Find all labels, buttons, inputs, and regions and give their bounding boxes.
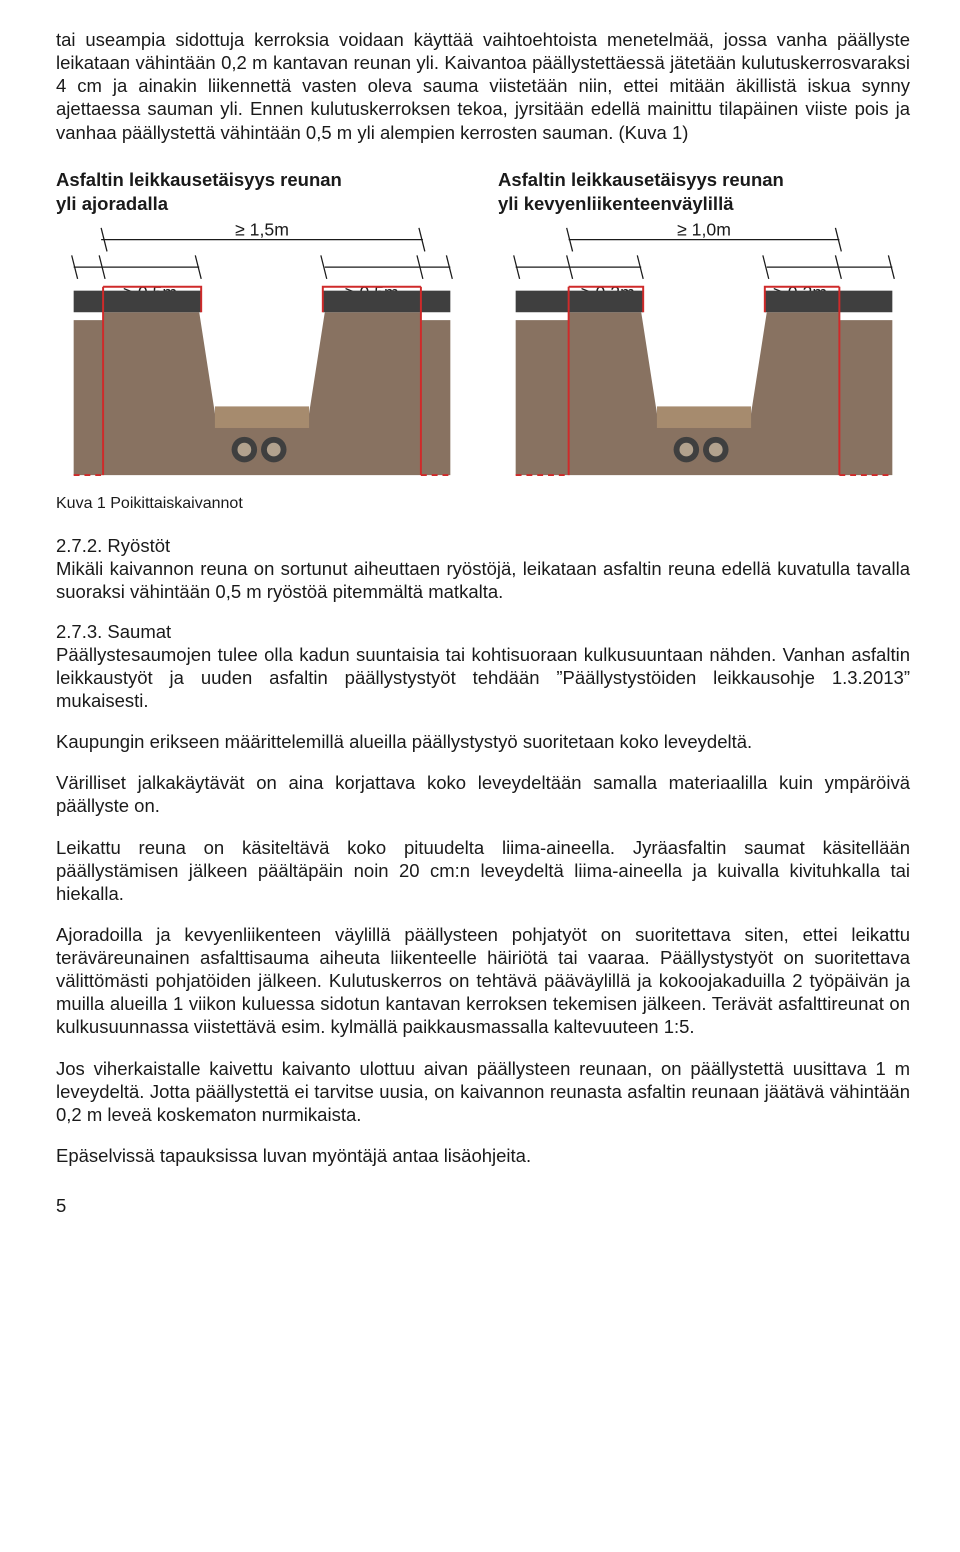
diagram-right-title: Asfaltin leikkausetäisyys reunan yli kev… <box>498 168 910 216</box>
para-273-3: Värilliset jalkakäytävät on aina korjatt… <box>56 771 910 817</box>
page-number: 5 <box>56 1195 910 1217</box>
diagram-left-title-line1: Asfaltin leikkausetäisyys reunan <box>56 169 342 190</box>
diagram-left-title: Asfaltin leikkausetäisyys reunan yli ajo… <box>56 168 468 216</box>
diagram-right-title-line2: yli kevyenliikenteenväylillä <box>498 193 734 214</box>
diagram-left: Asfaltin leikkausetäisyys reunan yli ajo… <box>56 168 468 487</box>
diagram-right: Asfaltin leikkausetäisyys reunan yli kev… <box>498 168 910 487</box>
para-273-4: Leikattu reuna on käsiteltävä koko pituu… <box>56 836 910 905</box>
para-273-5: Ajoradoilla ja kevyenliikenteen väylillä… <box>56 923 910 1039</box>
diagram-right-title-line1: Asfaltin leikkausetäisyys reunan <box>498 169 784 190</box>
diagram-row: Asfaltin leikkausetäisyys reunan yli ajo… <box>56 168 910 487</box>
para-273-2: Kaupungin erikseen määrittelemillä aluei… <box>56 730 910 753</box>
diagram-right-top-dim: ≥ 1,0m <box>677 222 731 240</box>
diagram-left-top-dim: ≥ 1,5m <box>235 222 289 240</box>
figure-caption: Kuva 1 Poikittaiskaivannot <box>56 495 910 513</box>
intro-paragraph: tai useampia sidottuja kerroksia voidaan… <box>56 28 910 144</box>
diagram-left-svg: ≥ 1,5m ≥ 0,5m ≥ 0,5m <box>56 222 468 487</box>
para-273-1: Päällystesaumojen tulee olla kadun suunt… <box>56 643 910 712</box>
para-272: Mikäli kaivannon reuna on sortunut aiheu… <box>56 557 910 603</box>
diagram-left-title-line2: yli ajoradalla <box>56 193 168 214</box>
para-273-7: Epäselvissä tapauksissa luvan myöntäjä a… <box>56 1144 910 1167</box>
heading-272: 2.7.2. Ryöstöt <box>56 535 910 557</box>
diagram-right-svg: ≥ 1,0m ≥ 0,2m ≥ 0,2m <box>498 222 910 487</box>
heading-273: 2.7.3. Saumat <box>56 621 910 643</box>
para-273-6: Jos viherkaistalle kaivettu kaivanto ulo… <box>56 1057 910 1126</box>
